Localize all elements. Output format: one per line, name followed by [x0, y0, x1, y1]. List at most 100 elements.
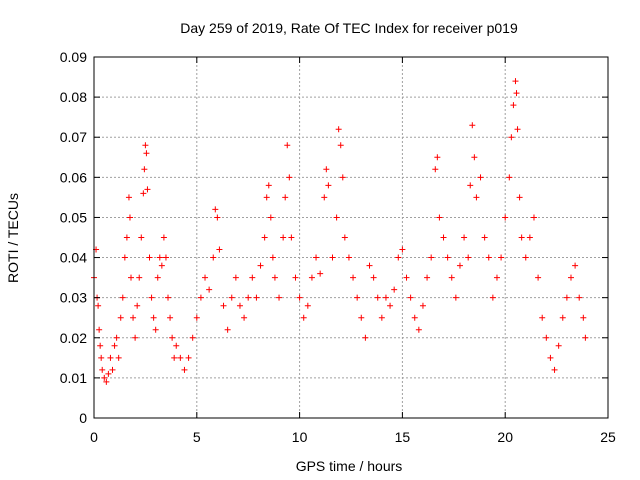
data-point-28 — [140, 190, 147, 197]
x-tick-label-2: 10 — [292, 429, 308, 445]
y-tick-label-9: 0.09 — [60, 49, 87, 65]
data-point-94 — [337, 142, 344, 149]
data-point-24 — [132, 334, 139, 341]
data-point-130 — [471, 154, 478, 161]
data-point-47 — [177, 354, 184, 361]
data-point-19 — [123, 234, 130, 241]
data-point-20 — [125, 194, 132, 201]
data-point-92 — [333, 214, 340, 221]
data-point-46 — [173, 342, 180, 349]
data-point-140 — [508, 134, 515, 141]
data-point-61 — [228, 294, 235, 301]
data-point-106 — [382, 294, 389, 301]
data-point-147 — [522, 254, 529, 261]
data-point-35 — [150, 314, 157, 321]
data-point-52 — [197, 294, 204, 301]
data-point-45 — [171, 354, 178, 361]
data-point-16 — [117, 314, 124, 321]
data-point-95 — [339, 174, 346, 181]
data-point-7 — [99, 366, 106, 373]
data-point-58 — [216, 246, 223, 253]
data-point-78 — [284, 142, 291, 149]
data-point-114 — [415, 326, 422, 333]
data-point-156 — [559, 314, 566, 321]
data-point-3 — [95, 302, 102, 309]
data-point-131 — [473, 194, 480, 201]
data-point-153 — [547, 354, 554, 361]
data-point-75 — [276, 294, 283, 301]
data-point-111 — [403, 274, 410, 281]
data-point-135 — [489, 294, 496, 301]
data-point-69 — [261, 234, 268, 241]
data-point-161 — [580, 314, 587, 321]
data-point-38 — [156, 254, 163, 261]
data-point-122 — [444, 254, 451, 261]
data-point-41 — [162, 254, 169, 261]
data-point-64 — [241, 314, 248, 321]
data-point-60 — [224, 326, 231, 333]
data-point-152 — [543, 334, 550, 341]
data-point-148 — [526, 234, 533, 241]
data-point-59 — [220, 302, 227, 309]
data-point-76 — [280, 234, 287, 241]
data-point-30 — [142, 142, 149, 149]
data-point-54 — [206, 286, 213, 293]
data-point-85 — [308, 274, 315, 281]
data-point-162 — [582, 334, 589, 341]
data-point-68 — [257, 262, 264, 269]
data-point-83 — [300, 314, 307, 321]
y-axis-label: ROTI / TECUs — [5, 193, 21, 283]
data-point-141 — [510, 102, 517, 109]
data-point-43 — [167, 314, 174, 321]
data-point-17 — [119, 294, 126, 301]
data-point-159 — [572, 262, 579, 269]
data-point-73 — [269, 254, 276, 261]
axis-ticks: 0 0.01 0.02 0.03 0.04 0.05 0.06 0.07 0.08 0.09 0 5 1… — [60, 49, 616, 445]
data-point-137 — [498, 254, 505, 261]
data-point-6 — [98, 354, 105, 361]
data-point-13 — [111, 342, 118, 349]
plot-frame — [93, 56, 609, 419]
data-point-49 — [185, 354, 192, 361]
data-point-39 — [158, 262, 165, 269]
data-point-113 — [411, 314, 418, 321]
y-tick-label-0: 0 — [79, 410, 87, 426]
data-point-70 — [263, 194, 270, 201]
grid-lines — [94, 57, 608, 418]
data-point-31 — [143, 150, 150, 157]
data-point-104 — [374, 294, 381, 301]
data-point-77 — [282, 194, 289, 201]
data-point-15 — [115, 354, 122, 361]
data-point-145 — [516, 194, 523, 201]
data-point-132 — [477, 174, 484, 181]
data-point-66 — [249, 274, 256, 281]
data-point-29 — [141, 166, 148, 173]
data-point-40 — [160, 234, 167, 241]
data-point-124 — [452, 294, 459, 301]
data-point-4 — [96, 326, 103, 333]
x-tick-label-0: 0 — [90, 429, 98, 445]
data-point-34 — [148, 294, 155, 301]
data-point-91 — [329, 254, 336, 261]
data-point-21 — [126, 214, 133, 221]
data-point-63 — [236, 302, 243, 309]
data-point-84 — [304, 302, 311, 309]
data-point-101 — [362, 334, 369, 341]
data-point-96 — [341, 234, 348, 241]
data-point-144 — [514, 126, 521, 133]
x-tick-label-5: 25 — [600, 429, 616, 445]
data-point-25 — [134, 302, 141, 309]
data-point-146 — [518, 234, 525, 241]
data-point-51 — [193, 314, 200, 321]
y-tick-label-2: 0.02 — [60, 330, 87, 346]
y-tick-label-4: 0.04 — [60, 250, 87, 266]
data-point-90 — [325, 182, 332, 189]
data-point-127 — [465, 254, 472, 261]
data-point-18 — [121, 254, 128, 261]
y-tick-label-3: 0.03 — [60, 290, 87, 306]
data-point-99 — [354, 294, 361, 301]
data-point-50 — [189, 334, 196, 341]
data-point-86 — [313, 254, 320, 261]
data-point-133 — [481, 234, 488, 241]
data-point-102 — [366, 262, 373, 269]
